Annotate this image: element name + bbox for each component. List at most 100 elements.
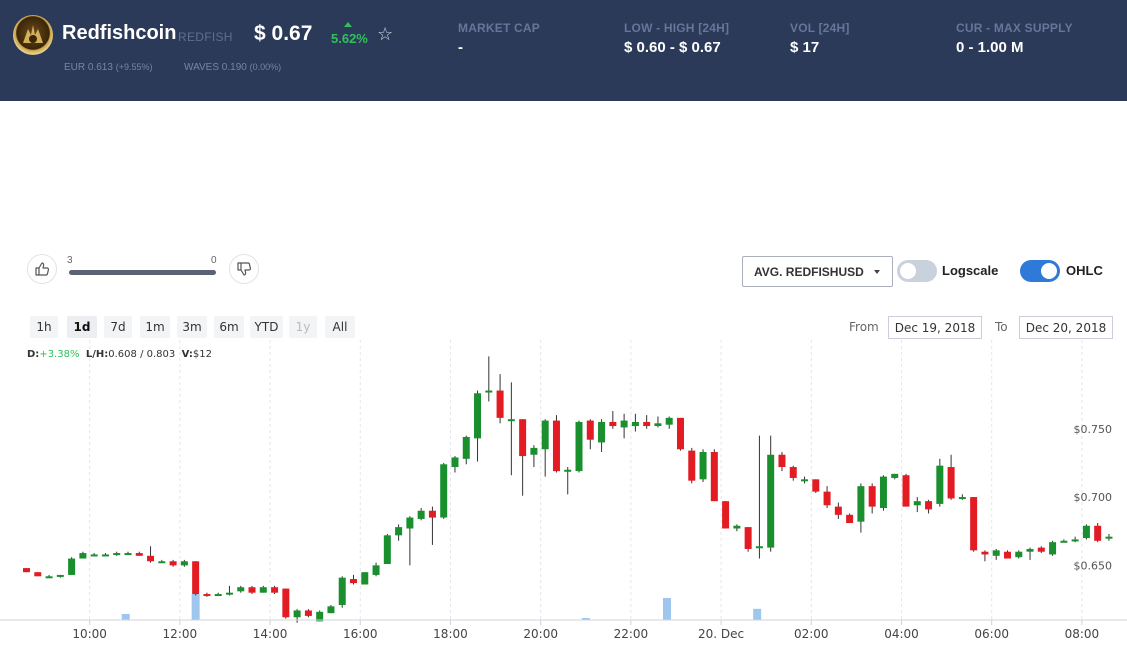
candle-up	[767, 454, 775, 548]
candle-up	[1049, 542, 1057, 555]
range-1m-button[interactable]: 1m	[140, 316, 170, 338]
to-date-input[interactable]: Dec 20, 2018	[1019, 316, 1113, 339]
coin-logo	[13, 15, 53, 55]
candle-up	[237, 587, 245, 592]
candle-up	[417, 510, 425, 519]
pair-select-value: AVG. REDFISHUSD	[754, 265, 864, 279]
candle-down	[868, 486, 876, 507]
candle-down	[609, 421, 617, 427]
candle-up	[733, 525, 741, 529]
day-high: 0.803	[146, 349, 176, 360]
x-tick-label: 18:00	[433, 627, 468, 641]
candle-up	[485, 390, 493, 393]
candle-up	[440, 464, 448, 518]
candle-down	[248, 587, 256, 593]
candle-up	[316, 611, 324, 622]
candle-up	[654, 423, 662, 427]
vote-ratio-bar	[69, 270, 216, 275]
volume-bar	[662, 598, 671, 620]
candle-up	[338, 577, 346, 605]
candle-down	[304, 610, 312, 616]
candle-down	[350, 579, 357, 584]
volume-bar	[191, 594, 200, 620]
candle-up	[541, 420, 549, 450]
candle-down	[970, 497, 978, 551]
candle-up	[327, 606, 335, 614]
candle-down	[676, 417, 684, 450]
coin-price: $ 0.67	[254, 22, 313, 45]
vote-down-count: 0	[211, 255, 217, 266]
candle-down	[744, 527, 752, 549]
candle-down	[812, 479, 820, 492]
candle-down	[722, 501, 730, 529]
candle-down	[846, 514, 854, 524]
vote-down-button[interactable]	[229, 254, 259, 284]
candle-up	[665, 417, 673, 425]
range-3m-button[interactable]: 3m	[177, 316, 207, 338]
candle-up	[507, 419, 515, 422]
candle-up	[699, 452, 707, 480]
candle-up	[90, 554, 98, 557]
from-date-input[interactable]: Dec 19, 2018	[888, 316, 982, 339]
volume-bar	[753, 608, 762, 620]
chevron-down-icon	[874, 270, 880, 274]
volume-label: VOL [24H]	[790, 21, 850, 35]
y-tick-label: $0.750	[1074, 423, 1113, 436]
market-cap-value: -	[458, 39, 463, 56]
range-6m-button[interactable]: 6m	[214, 316, 244, 338]
day-low: 0.608	[108, 349, 137, 360]
candle-down	[643, 421, 651, 427]
candle-up	[530, 447, 538, 455]
candle-up	[936, 465, 944, 504]
range-1y-button[interactable]: 1y	[289, 316, 317, 338]
favorite-star-icon[interactable]: ☆	[377, 24, 394, 44]
x-tick-label: 14:00	[253, 627, 288, 641]
candle-down	[1094, 525, 1102, 541]
price-change: 5.62%	[331, 31, 368, 46]
candle-down	[1003, 551, 1011, 559]
candle-down	[789, 467, 797, 478]
candle-down	[282, 588, 290, 618]
candle-up	[259, 587, 267, 593]
candle-up	[113, 553, 121, 556]
candle-down	[169, 561, 177, 566]
range-all-button[interactable]: All	[325, 316, 355, 338]
candle-down	[1037, 547, 1045, 552]
candle-up	[451, 457, 459, 468]
price-chart[interactable]: 10:00 12:00 14:00 16:00 18:00 20:00 22:00 20. D…	[0, 340, 1127, 669]
vote-up-count: 3	[67, 255, 73, 266]
range-1d-button[interactable]: 1d	[67, 316, 97, 338]
candle-down	[710, 452, 718, 502]
vote-up-button[interactable]	[27, 254, 57, 284]
candle-down	[496, 390, 504, 418]
candle-down	[902, 475, 910, 507]
range-ytd-button[interactable]: YTD	[250, 316, 283, 338]
range-7d-button[interactable]: 7d	[104, 316, 132, 338]
x-tick-label: 12:00	[163, 627, 198, 641]
candle-up	[474, 393, 482, 439]
candle-down	[135, 553, 143, 556]
logscale-toggle[interactable]	[897, 260, 937, 282]
candle-up	[56, 574, 64, 577]
candle-up	[564, 469, 572, 472]
candle-down	[23, 568, 31, 573]
x-tick-label: 20:00	[523, 627, 558, 641]
logscale-label: Logscale	[942, 263, 999, 278]
pair-select[interactable]: AVG. REDFISHUSD	[742, 256, 893, 287]
candle-up	[631, 421, 639, 427]
x-tick-label: 06:00	[974, 627, 1009, 641]
candle-down	[203, 594, 211, 597]
ohlc-toggle[interactable]	[1020, 260, 1060, 282]
change-up-arrow-icon	[344, 22, 352, 27]
candle-up	[79, 553, 87, 559]
low-high-value: $ 0.60 - $ 0.67	[624, 39, 721, 56]
range-1h-button[interactable]: 1h	[30, 316, 58, 338]
candle-up	[214, 594, 222, 597]
waves-price: WAVES 0.190 (0.00%)	[184, 62, 282, 73]
candle-up	[958, 497, 966, 500]
logscale-toggle-knob	[900, 263, 916, 279]
candle-up	[158, 561, 166, 564]
coin-symbol: REDFISH	[178, 30, 233, 44]
candle-down	[981, 551, 989, 555]
coin-name: Redfishcoin	[62, 22, 177, 44]
